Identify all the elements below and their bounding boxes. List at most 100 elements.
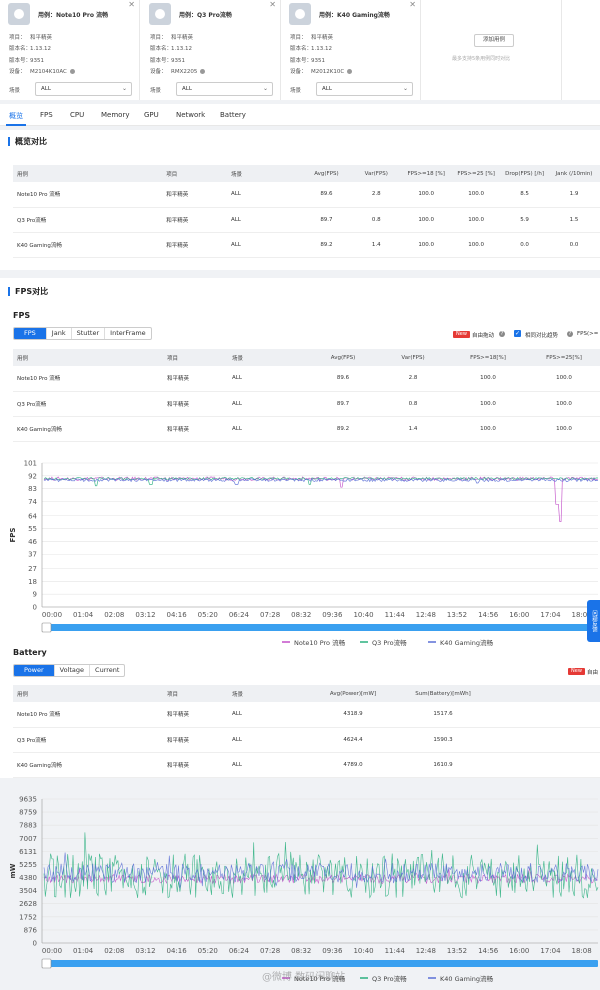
x-tick-label: 10:40 (353, 947, 373, 955)
scene-label: 场景 (290, 88, 302, 94)
build-value: 9351 (171, 58, 185, 64)
close-icon[interactable]: ✕ (269, 0, 276, 9)
card-title: 用例：K40 Gaming流畅 (319, 12, 390, 19)
column-header: FPS>=18 [%] (401, 165, 452, 182)
tab-cpu[interactable]: CPU (70, 111, 85, 119)
tab-fps[interactable]: FPS (40, 111, 53, 119)
table-cell: K40 Gaming流畅 (13, 416, 163, 442)
x-tick-label: 11:44 (385, 947, 406, 955)
y-tick-label: 46 (28, 538, 37, 546)
feedback-side-tab[interactable]: 问题反馈 (587, 600, 600, 642)
scene-value: ALL (322, 86, 332, 92)
free-drag-label[interactable]: 自由 (587, 670, 599, 676)
column-header: 用例 (13, 349, 163, 366)
scene-select[interactable]: ALL ⌄ (35, 82, 132, 96)
table-cell: K40 Gaming流畅 (13, 752, 163, 778)
legend-label[interactable]: Q3 Pro流畅 (372, 974, 407, 983)
table-row: Q3 Pro流畅 和平精英 ALL 4624.4 1590.3 (13, 727, 600, 753)
info-icon[interactable] (69, 69, 75, 74)
zoom-slider[interactable] (42, 624, 598, 631)
info-icon[interactable] (347, 69, 353, 74)
zoom-slider[interactable] (42, 960, 598, 967)
toggle-voltage[interactable]: Voltage (55, 665, 91, 676)
table-cell: 89.7 (308, 391, 378, 417)
table-cell: 和平精英 (162, 207, 227, 233)
table-cell: 1517.6 (398, 702, 488, 728)
table-cell: 1.9 (548, 182, 600, 208)
table-cell: K40 Gaming流畅 (13, 232, 163, 258)
table-cell: ALL (228, 416, 308, 442)
info-icon[interactable] (200, 69, 206, 74)
device-card-2[interactable]: 用例：Q3 Pro流畅 ✕ 项目： 和平精英 版本名：1.13.12 版本号：93… (141, 0, 281, 100)
table-cell: ALL (228, 752, 308, 778)
toggle-fps[interactable]: FPS (14, 328, 47, 339)
y-tick-label: 876 (24, 926, 38, 934)
scene-label: 场景 (9, 88, 21, 94)
add-case-card: 添加用例 最多支持5条用例同时对比 (422, 0, 562, 100)
free-drag-label[interactable]: 自由拖动 (472, 333, 495, 339)
column-header: Sum(Battery)[mWh] (398, 685, 488, 702)
help-icon[interactable]: ? (499, 331, 505, 337)
y-tick-label: 9 (33, 591, 37, 599)
y-tick-label: 8759 (19, 809, 37, 817)
tab-battery[interactable]: Battery (220, 111, 246, 119)
help-icon[interactable]: ? (567, 331, 573, 337)
x-tick-label: 02:08 (104, 947, 124, 955)
table-cell: 100.0 (451, 232, 502, 258)
device-card-1[interactable]: 用例：Note10 Pro 流畅 ✕ 项目： 和平精英 版本名：1.13.12 版… (0, 0, 140, 100)
table-cell: 100.0 (448, 416, 528, 442)
table-cell: 0.8 (351, 207, 402, 233)
legend-label[interactable]: K40 Gaming流畅 (440, 974, 494, 983)
y-tick-label: 7883 (19, 822, 37, 830)
device-card-3[interactable]: 用例：K40 Gaming流畅 ✕ 项目： 和平精英 版本名：1.13.12 版本… (281, 0, 421, 100)
table-cell: 100.0 (401, 232, 452, 258)
table-row: Note10 Pro 流畅 和平精英 ALL 89.6 2.8 100.0 100.0 8.5… (13, 182, 600, 208)
power-line-chart[interactable]: 0 876 1752 2628 3504 4380 5255 6131 7007 7883 8759… (0, 790, 600, 990)
close-icon[interactable]: ✕ (128, 0, 135, 9)
chevron-down-icon: ⌄ (121, 85, 127, 92)
table-cell: 1590.3 (398, 727, 488, 753)
toggle-power[interactable]: Power (14, 665, 55, 676)
table-cell: 100.0 (451, 182, 502, 208)
legend-label[interactable]: Q3 Pro流畅 (372, 638, 407, 647)
x-tick-label: 12:48 (416, 947, 436, 955)
fps-view-toggle: FPS Jank Stutter InterFrame (13, 327, 152, 340)
add-case-button[interactable]: 添加用例 (474, 34, 514, 47)
x-tick-label: 00:00 (42, 947, 62, 955)
legend-label[interactable]: Note10 Pro 流畅 (294, 974, 346, 983)
scene-select[interactable]: ALL ⌄ (176, 82, 273, 96)
series-line (43, 852, 599, 889)
table-cell: 和平精英 (162, 182, 227, 208)
fps-line-chart[interactable]: 0 9 18 27 37 46 55 64 74 83 92 101 FPS 00:00 01:04 02:0… (0, 455, 600, 655)
close-icon[interactable]: ✕ (409, 0, 416, 9)
tab-network[interactable]: Network (176, 111, 206, 119)
tab-memory[interactable]: Memory (101, 111, 130, 119)
toggle-current[interactable]: Current (95, 666, 120, 674)
version-label: 版本名： (150, 46, 173, 52)
card-title: 用例：Q3 Pro流畅 (179, 12, 232, 19)
watermark: @微博 数码闲聊站 (262, 972, 346, 983)
battery-view-toggle: Power Voltage Current (13, 664, 126, 677)
toggle-jank[interactable]: Jank (47, 328, 72, 339)
tab-overview[interactable]: 概览 (9, 112, 23, 120)
legend-label[interactable]: K40 Gaming流畅 (440, 638, 494, 647)
x-tick-label: 04:16 (167, 611, 188, 619)
x-tick-label: 00:00 (42, 611, 62, 619)
y-tick-label: 2628 (19, 900, 37, 908)
x-tick-label: 05:20 (198, 947, 218, 955)
legend-label[interactable]: Note10 Pro 流畅 (294, 638, 346, 647)
scene-select[interactable]: ALL ⌄ (316, 82, 413, 96)
toggle-stutter[interactable]: Stutter (72, 328, 106, 339)
x-tick-label: 16:00 (509, 947, 529, 955)
column-header: Drop(FPS) [/h] (501, 165, 548, 182)
column-header: Jank (/10min) (548, 165, 600, 182)
slider-handle[interactable] (41, 622, 52, 633)
toggle-interframe[interactable]: InterFrame (110, 329, 146, 337)
table-cell: 100.0 (528, 416, 600, 442)
slider-handle[interactable] (41, 958, 52, 969)
align-checkbox[interactable]: ✓ (514, 330, 521, 337)
table-cell: ALL (228, 702, 308, 728)
table-cell: Note10 Pro 流畅 (13, 182, 163, 208)
project-value: 和平精英 (171, 35, 194, 41)
tab-gpu[interactable]: GPU (144, 111, 159, 119)
